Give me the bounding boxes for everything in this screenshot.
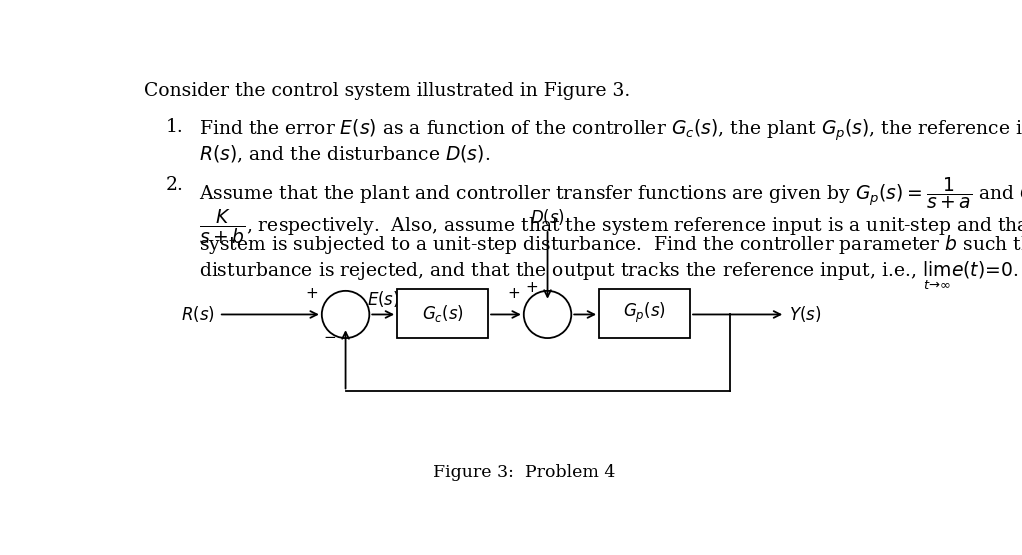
Text: $-$: $-$ [323, 328, 336, 343]
Text: system is subjected to a unit-step disturbance.  Find the controller parameter $: system is subjected to a unit-step distu… [199, 233, 1022, 256]
Text: $R(s)$, and the disturbance $D(s)$.: $R(s)$, and the disturbance $D(s)$. [199, 144, 491, 165]
Text: Find the error $E(s)$ as a function of the controller $G_c(s)$, the plant $G_p(s: Find the error $E(s)$ as a function of t… [199, 118, 1022, 143]
Text: $D(s)$: $D(s)$ [530, 207, 565, 227]
Text: +: + [306, 286, 318, 301]
Bar [397, 289, 489, 338]
Text: +: + [507, 286, 520, 301]
Text: Figure 3:  Problem 4: Figure 3: Problem 4 [432, 464, 615, 481]
Text: Assume that the plant and controller transfer functions are given by $G_p(s) = \: Assume that the plant and controller tra… [199, 175, 1022, 211]
Text: $E(s)$: $E(s)$ [367, 289, 400, 309]
Text: $G_c(s)$: $G_c(s)$ [422, 303, 464, 324]
Text: $R(s)$: $R(s)$ [181, 305, 215, 325]
Text: $Y(s)$: $Y(s)$ [789, 305, 822, 325]
Text: Consider the control system illustrated in Figure 3.: Consider the control system illustrated … [143, 82, 630, 99]
Text: 1.: 1. [166, 118, 184, 136]
Text: +: + [525, 280, 538, 295]
Text: disturbance is rejected, and that the output tracks the reference input, i.e., $: disturbance is rejected, and that the ou… [199, 260, 1018, 292]
Text: $\dfrac{K}{s+b}$, respectively.  Also, assume that the system reference input is: $\dfrac{K}{s+b}$, respectively. Also, as… [199, 208, 1022, 246]
Text: 2.: 2. [166, 175, 184, 194]
Text: $G_p(s)$: $G_p(s)$ [623, 301, 666, 325]
Bar [599, 289, 690, 338]
